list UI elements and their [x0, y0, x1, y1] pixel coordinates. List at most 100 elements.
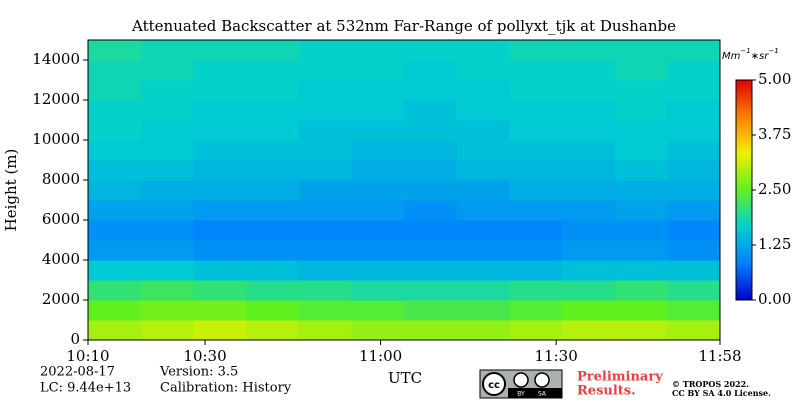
- heatmap-cell: [140, 200, 194, 221]
- heatmap-cell: [298, 160, 352, 181]
- heatmap-cell: [140, 100, 194, 121]
- heatmap-cell: [562, 100, 616, 121]
- heatmap-cell: [456, 100, 510, 121]
- heatmap-cell: [509, 140, 563, 161]
- heatmap-cell: [193, 140, 247, 161]
- heatmap-cell: [614, 220, 668, 241]
- heatmap-cell: [509, 60, 563, 81]
- heatmap-cell: [140, 140, 194, 161]
- heatmap-cell: [667, 200, 721, 221]
- y-axis-label: Height (m): [2, 149, 20, 232]
- heatmap-cell: [193, 180, 247, 201]
- heatmap-cell: [456, 240, 510, 261]
- heatmap-cell: [456, 160, 510, 181]
- badge-icon: [482, 372, 506, 396]
- heatmap-cell: [298, 100, 352, 121]
- heatmap-cell: [246, 40, 300, 61]
- heatmap-cell: [246, 140, 300, 161]
- heatmap-cell: [140, 80, 194, 101]
- heatmap-cell: [88, 260, 142, 281]
- heatmap-cell: [562, 200, 616, 221]
- heatmap-cell: [509, 260, 563, 281]
- heatmap-cell: [667, 100, 721, 121]
- x-tick-label: 11:00: [359, 347, 402, 365]
- heatmap-cell: [351, 200, 405, 221]
- heatmap-cell: [246, 260, 300, 281]
- heatmap-cell: [509, 100, 563, 121]
- heatmap-cell: [667, 140, 721, 161]
- y-tick-label: 4000: [42, 250, 80, 268]
- heatmap-cell: [246, 280, 300, 301]
- x-tick-label: 11:30: [535, 347, 578, 365]
- heatmap-cell: [193, 220, 247, 241]
- badge-strip: [508, 388, 562, 398]
- copyright-text: CC BY SA 4.0 License.: [672, 388, 771, 398]
- heatmap-cell: [88, 40, 142, 61]
- y-tick-label: 6000: [42, 210, 80, 228]
- heatmap-cell: [456, 220, 510, 241]
- x-axis-label: UTC: [388, 369, 422, 387]
- heatmap-cell: [193, 120, 247, 141]
- heatmap-cell: [88, 300, 142, 321]
- colorbar: [735, 79, 753, 301]
- info-text: 2022-08-17: [40, 365, 115, 380]
- heatmap-cell: [667, 80, 721, 101]
- license-badge: cc BY SA: [479, 369, 563, 399]
- y-tick-label: 14000: [32, 50, 80, 68]
- heatmap-cell: [351, 40, 405, 61]
- heatmap-cell: [88, 220, 142, 241]
- heatmap-cell: [351, 80, 405, 101]
- heatmap-cell: [562, 140, 616, 161]
- heatmap-cell: [614, 200, 668, 221]
- colorbar-tick-label: 2.50: [758, 180, 791, 198]
- heatmap-cell: [193, 160, 247, 181]
- heatmap-cell: [667, 260, 721, 281]
- heatmap-cell: [667, 160, 721, 181]
- heatmap-cell: [193, 300, 247, 321]
- heatmap-cell: [298, 180, 352, 201]
- heatmap-cell: [509, 300, 563, 321]
- heatmap-cell: [614, 180, 668, 201]
- heatmap-cell: [404, 200, 458, 221]
- heatmap-cell: [298, 220, 352, 241]
- heatmap-cell: [614, 300, 668, 321]
- heatmap-cell: [193, 40, 247, 61]
- heatmap-cell: [351, 120, 405, 141]
- heatmap-cell: [404, 300, 458, 321]
- notice-text: Preliminary: [577, 370, 663, 385]
- heatmap-cell: [246, 240, 300, 261]
- heatmap-cell: [509, 40, 563, 61]
- heatmap-cell: [614, 260, 668, 281]
- heatmap-cell: [193, 100, 247, 121]
- heatmap-cell: [88, 160, 142, 181]
- heatmap-cell: [246, 160, 300, 181]
- heatmap-cell: [667, 120, 721, 141]
- colorbar-tick-label: 5.00: [758, 70, 791, 88]
- heatmap-cell: [667, 180, 721, 201]
- heatmap-cell: [298, 60, 352, 81]
- heatmap-cell: [614, 120, 668, 141]
- x-tick-label: 10:10: [66, 347, 109, 365]
- heatmap-cell: [298, 80, 352, 101]
- heatmap-cell: [88, 100, 142, 121]
- heatmap-cell: [404, 160, 458, 181]
- heatmap-cell: [298, 140, 352, 161]
- plot-frame: [87, 39, 721, 341]
- heatmap-cell: [298, 300, 352, 321]
- heatmap-cell: [140, 280, 194, 301]
- heatmap-cell: [404, 280, 458, 301]
- heatmap-cell: [667, 220, 721, 241]
- heatmap-cell: [193, 240, 247, 261]
- heatmap-cell: [404, 220, 458, 241]
- heatmap-cell: [140, 300, 194, 321]
- heatmap-cell: [193, 200, 247, 221]
- heatmap-cell: [404, 100, 458, 121]
- heatmap-cell: [351, 60, 405, 81]
- heatmap-cell: [246, 220, 300, 241]
- colorbar-tick-label: 3.75: [758, 125, 791, 143]
- x-tick-label: 10:30: [183, 347, 226, 365]
- heatmap-cell: [193, 260, 247, 281]
- heatmap-cell: [246, 100, 300, 121]
- heatmap-cell: [140, 180, 194, 201]
